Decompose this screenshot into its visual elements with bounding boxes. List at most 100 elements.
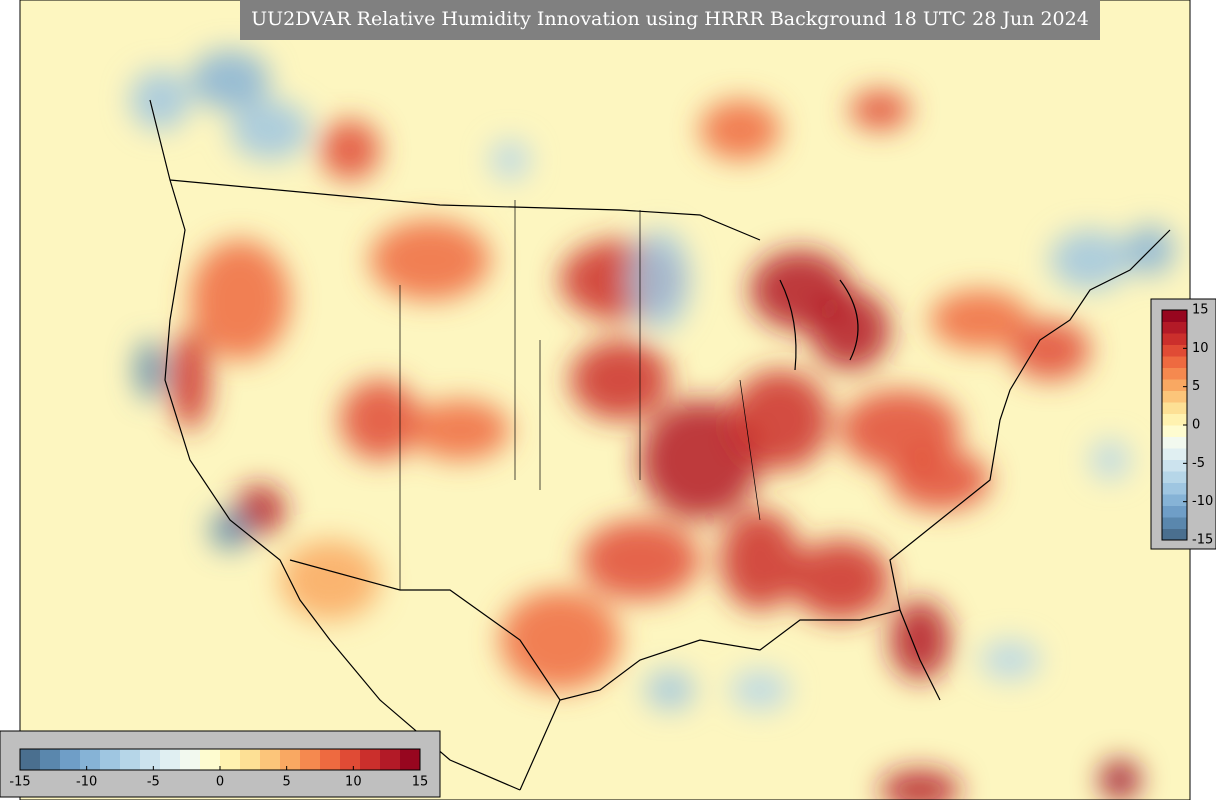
field-blob — [130, 70, 190, 130]
field-blob — [645, 670, 695, 710]
colorbar-tick-label: -5 — [147, 775, 160, 790]
gulf-coast — [519, 609, 941, 791]
boundaries — [149, 99, 1171, 791]
field-blob — [370, 220, 490, 300]
colorbar-swatch — [1162, 436, 1187, 449]
colorbar-swatch — [1162, 471, 1187, 483]
colorbar-swatch — [1162, 505, 1187, 518]
colorbar-swatch — [320, 749, 341, 770]
colorbar-tick-label: -5 — [1192, 456, 1205, 471]
colorbar-tick-label: 15 — [1192, 303, 1209, 318]
east-coast — [889, 229, 1171, 611]
colorbar-swatch — [1162, 448, 1187, 460]
field-blob — [320, 120, 380, 180]
colorbar-tick-label: 15 — [412, 775, 429, 790]
colorbar-swatch — [1162, 413, 1187, 426]
field-blob — [230, 100, 310, 160]
field-blob — [930, 290, 1030, 350]
field-blob — [1100, 760, 1140, 800]
field-blob — [190, 50, 270, 110]
colorbar-swatch — [40, 749, 61, 770]
field-blob — [840, 390, 960, 470]
colorbar-swatch — [1162, 344, 1187, 357]
colorbar-swatch — [1162, 528, 1187, 541]
field-blob — [810, 290, 890, 370]
colorbar-swatch — [1162, 390, 1187, 403]
colorbar-swatch — [1162, 482, 1187, 495]
colorbar-tick-label: 5 — [1192, 379, 1200, 394]
colorbar-swatch — [240, 749, 261, 770]
field-blob — [490, 140, 530, 180]
field-blob — [340, 380, 420, 460]
colorbar-swatch — [1162, 379, 1187, 391]
colorbar-swatch — [260, 749, 281, 770]
field-blob — [980, 640, 1040, 680]
colorbar-tick-label: 10 — [1192, 341, 1209, 356]
field-blob — [720, 510, 800, 610]
innovation-field — [130, 50, 1175, 800]
colorbar-swatch — [1162, 333, 1187, 345]
field-blob — [890, 450, 990, 510]
field-blob — [850, 90, 910, 130]
colorbar-tick-label: 10 — [345, 775, 362, 790]
colorbar-swatch — [380, 749, 401, 770]
field-blob — [170, 330, 210, 430]
colorbar-swatch — [20, 749, 41, 770]
field-blob — [135, 340, 165, 400]
colorbar-swatch — [60, 749, 81, 770]
colorbar-swatch — [1162, 402, 1187, 414]
colorbar-swatch — [100, 749, 121, 770]
colorbar-tick-label: -15 — [9, 775, 30, 790]
colorbar-swatch — [360, 749, 381, 770]
colorbar-swatch — [1162, 425, 1187, 437]
colorbar-swatch — [1162, 356, 1187, 368]
field-blob — [1010, 320, 1090, 380]
colorbar-swatch — [140, 749, 161, 770]
field-blob — [630, 230, 690, 330]
field-blob — [410, 400, 510, 460]
field-blob — [640, 400, 760, 520]
field-blob — [730, 370, 830, 470]
colorbar-tick-label: -10 — [76, 775, 97, 790]
colorbar-swatch — [300, 749, 321, 770]
field-blob — [280, 540, 380, 620]
field-blob — [500, 590, 620, 690]
field-blob — [580, 520, 700, 600]
colorbar-swatch — [1162, 517, 1187, 529]
colorbar-swatch — [280, 749, 301, 770]
colorbar-tick-label: -10 — [1192, 494, 1213, 509]
state-lines — [399, 200, 761, 590]
field-blob — [1090, 440, 1130, 480]
colorbar-tick-label: -15 — [1192, 533, 1213, 548]
field-blob — [880, 770, 960, 800]
field-blob — [790, 540, 890, 620]
border-south — [289, 559, 561, 701]
colorbar-swatch — [180, 749, 201, 770]
title: UU2DVAR Relative Humidity Innovation usi… — [251, 8, 1089, 30]
field-blob — [1050, 230, 1130, 290]
colorbar-swatch — [340, 749, 361, 770]
west-coast — [149, 99, 521, 791]
colorbar-horizontal: -15 -10 -5 0 5 10 15 — [9, 748, 429, 790]
colorbar-vertical: -15 -10 -5 0 5 10 15 — [1161, 303, 1213, 548]
colorbar-swatch — [1162, 321, 1187, 334]
colorbar-swatch — [220, 749, 241, 770]
field-blob — [210, 510, 250, 550]
colorbar-swatch — [160, 749, 181, 770]
title-box — [240, 0, 1100, 40]
field-blob — [730, 670, 790, 710]
colorbar-swatch — [120, 749, 141, 770]
border-north — [169, 179, 761, 241]
colorbar-tick-label: 0 — [216, 775, 224, 790]
colorbar-tick-label: 0 — [1192, 418, 1200, 433]
colorbar-swatch — [1162, 310, 1187, 322]
field-blob — [570, 340, 670, 420]
colorbar-swatch — [400, 749, 421, 770]
colorbar-swatch — [80, 749, 101, 770]
colorbar-swatch — [1162, 459, 1187, 472]
field-blob — [700, 100, 780, 160]
colorbar-swatch — [200, 749, 221, 770]
field-blob — [190, 240, 290, 360]
